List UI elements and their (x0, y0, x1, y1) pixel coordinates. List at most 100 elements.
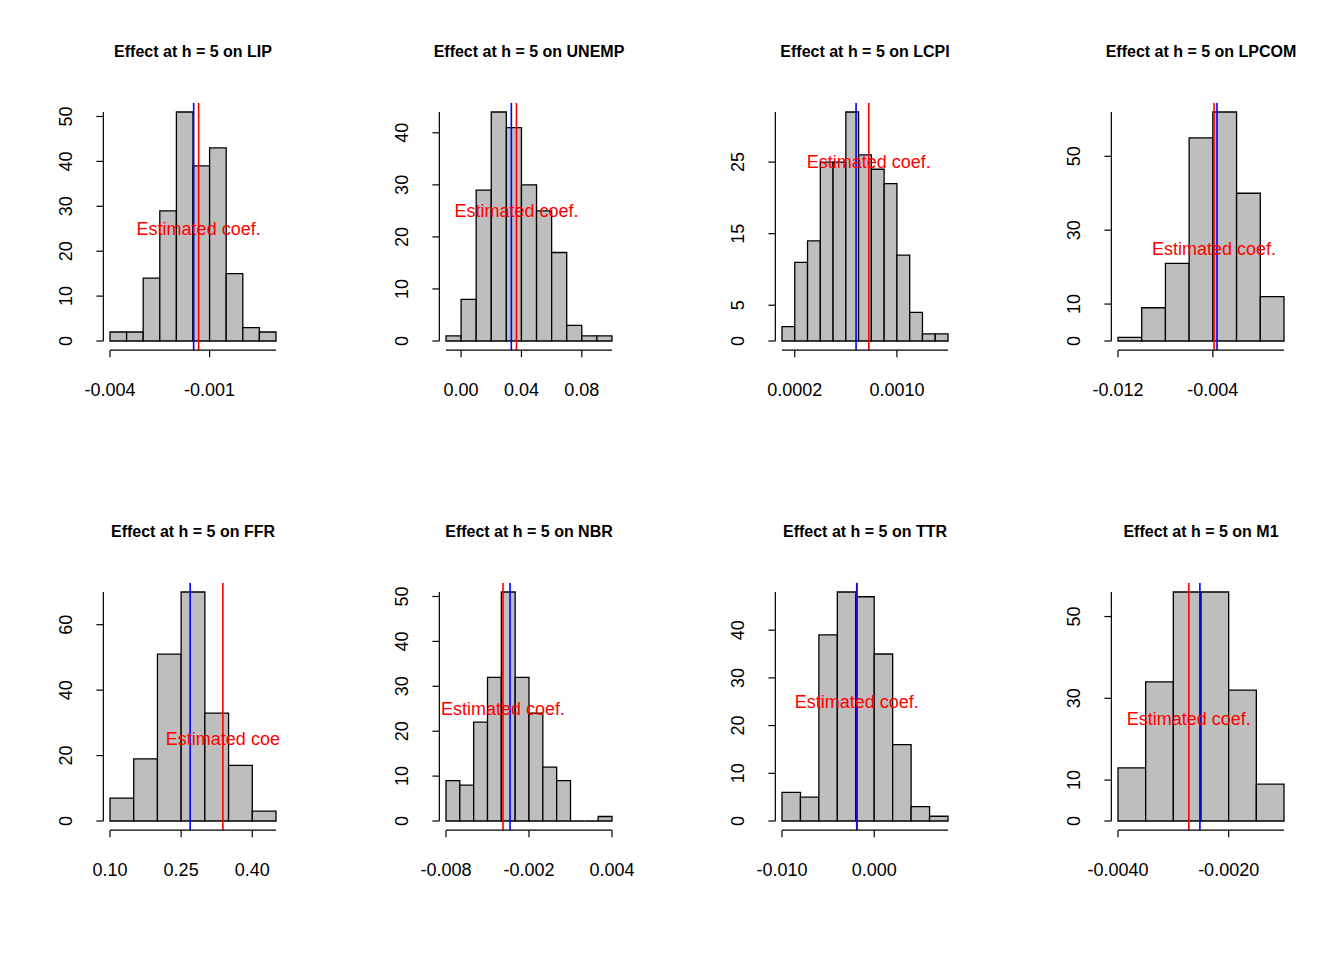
reference-line (222, 583, 224, 830)
reference-line (1188, 583, 1190, 830)
histogram-bar (871, 169, 884, 341)
y-tick-label: 0 (1064, 336, 1084, 346)
y-tick-label: 10 (728, 763, 748, 783)
y-tick-label: 40 (392, 123, 412, 143)
annotation: Estimated coef. (1127, 709, 1251, 729)
y-tick (1104, 780, 1111, 781)
x-tick (896, 350, 897, 357)
y-tick-label: 10 (1064, 294, 1084, 314)
y-tick (96, 340, 103, 341)
histogram-bar (127, 332, 144, 341)
y-tick (96, 206, 103, 207)
y-tick-label: 40 (392, 631, 412, 651)
y-tick (432, 820, 439, 821)
x-tick (209, 350, 210, 357)
y-tick-label: 0 (392, 336, 412, 346)
x-tick (581, 350, 582, 357)
histogram-bar (884, 184, 897, 341)
x-tick-label: -0.010 (756, 860, 807, 880)
plot-area (782, 583, 948, 830)
y-tick-label: 25 (728, 152, 748, 172)
histogram-panel: Effect at h = 5 on LIP-0.004-0.001010203… (56, 43, 276, 400)
histogram-bar (543, 767, 557, 821)
annotation: Estimated coe (166, 729, 280, 749)
x-tick-label: -0.004 (1187, 380, 1238, 400)
y-tick-label: 0 (1064, 816, 1084, 826)
x-tick (1228, 830, 1229, 837)
histogram-bar (110, 332, 127, 341)
x-tick-label: -0.0040 (1087, 860, 1148, 880)
histogram-panel: Effect at h = 5 on M1-0.0040-0.002001030… (1064, 523, 1284, 880)
histogram-panel: Effect at h = 5 on LCPI0.00020.001005152… (728, 43, 949, 400)
y-tick (432, 641, 439, 642)
y-tick (96, 295, 103, 296)
histogram-bar (181, 592, 205, 821)
histogram-bar (474, 722, 488, 821)
y-tick-label: 30 (1064, 688, 1084, 708)
x-tick (794, 350, 795, 357)
histogram-bar (259, 332, 276, 341)
x-tick (781, 830, 782, 837)
reference-line (868, 103, 870, 350)
x-tick-label: 0.25 (164, 860, 199, 880)
annotation: Estimated coef. (441, 699, 565, 719)
x-axis-line (1118, 350, 1284, 351)
y-axis-line (775, 592, 776, 821)
histogram-bar (1118, 768, 1146, 821)
y-tick-label: 0 (728, 816, 748, 826)
histogram-bar (461, 299, 476, 341)
histogram-bar (1256, 784, 1284, 821)
y-tick (768, 340, 775, 341)
panel-title: Effect at h = 5 on FFR (111, 523, 275, 540)
x-tick-label: 0.10 (92, 860, 127, 880)
x-tick (109, 830, 110, 837)
y-tick-label: 20 (392, 227, 412, 247)
y-tick-label: 20 (56, 746, 76, 766)
x-axis-line (110, 830, 276, 831)
y-tick (432, 775, 439, 776)
y-tick (96, 161, 103, 162)
y-tick (432, 596, 439, 597)
y-tick (1104, 156, 1111, 157)
histogram-bar (910, 312, 923, 341)
plot-area (782, 103, 948, 350)
y-tick-label: 40 (56, 680, 76, 700)
histogram-panel: Effect at h = 5 on NBR-0.008-0.0020.0040… (392, 523, 634, 880)
histogram-bar (808, 241, 821, 341)
histogram-panel: Effect at h = 5 on FFR0.100.250.40020406… (56, 523, 280, 880)
x-tick-label: -0.0020 (1198, 860, 1259, 880)
histogram-bar (557, 781, 571, 821)
histogram-bar (552, 253, 567, 341)
y-tick (432, 236, 439, 237)
x-tick-label: 0.00 (444, 380, 479, 400)
y-tick-label: 0 (728, 336, 748, 346)
x-tick (521, 350, 522, 357)
chart-canvas: Effect at h = 5 on LIP-0.004-0.001010203… (0, 0, 1344, 960)
y-tick (768, 677, 775, 678)
panel-title: Effect at h = 5 on LCPI (780, 43, 949, 60)
plot-area (110, 103, 276, 350)
plot-area (1118, 103, 1284, 350)
histogram-bar (491, 112, 506, 341)
panel-title: Effect at h = 5 on UNEMP (434, 43, 625, 60)
y-tick-label: 10 (392, 766, 412, 786)
y-tick (768, 233, 775, 234)
histogram-bar (252, 811, 276, 821)
histogram-bar (1118, 337, 1142, 341)
y-tick-label: 5 (728, 300, 748, 310)
y-tick-label: 40 (728, 620, 748, 640)
y-tick (1104, 340, 1111, 341)
annotation: Estimated coef. (137, 219, 261, 239)
y-tick (432, 132, 439, 133)
y-axis-line (103, 592, 104, 821)
x-tick (1212, 350, 1213, 357)
y-tick-label: 30 (728, 668, 748, 688)
histogram-bar (795, 262, 808, 341)
y-tick-label: 0 (56, 816, 76, 826)
y-tick (1104, 698, 1111, 699)
x-tick-label: 0.000 (852, 860, 897, 880)
x-tick-label: -0.002 (503, 860, 554, 880)
y-tick-label: 30 (392, 175, 412, 195)
y-tick-label: 30 (392, 676, 412, 696)
y-axis-line (103, 112, 104, 341)
